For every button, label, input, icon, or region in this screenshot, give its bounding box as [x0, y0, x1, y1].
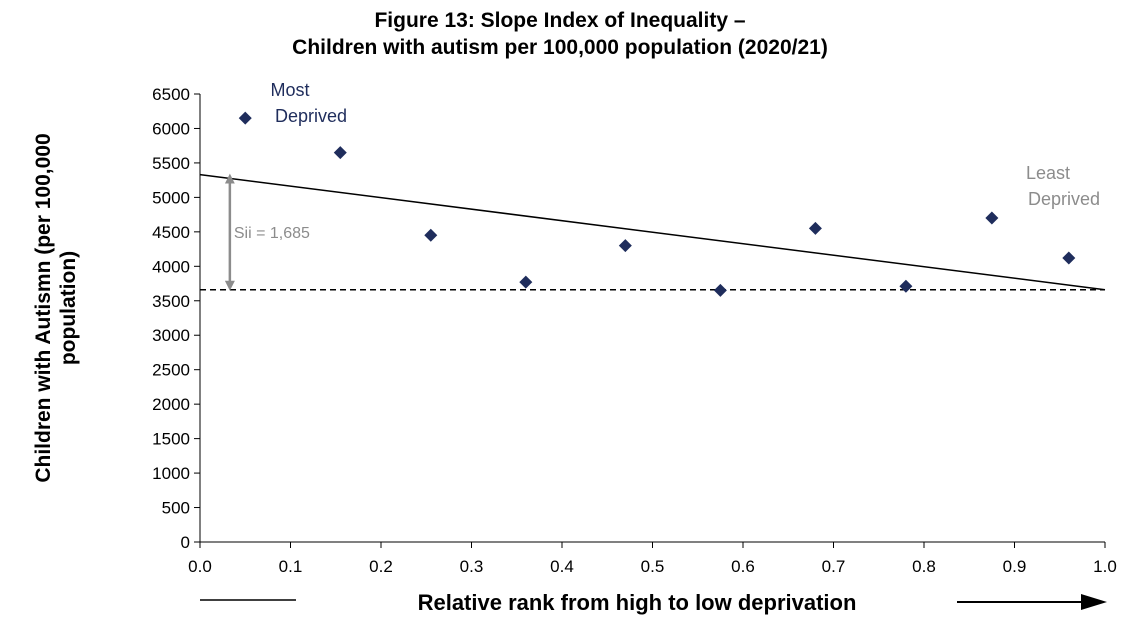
chart-title-line1: Figure 13: Slope Index of Inequality – — [374, 9, 745, 32]
data-point — [618, 239, 632, 253]
x-tick-label: 1.0 — [1093, 557, 1117, 576]
data-point — [985, 211, 999, 225]
x-tick-label: 0.1 — [279, 557, 303, 576]
y-tick-label: 1500 — [152, 430, 190, 449]
data-point — [333, 146, 347, 160]
x-tick-label: 0.0 — [188, 557, 212, 576]
x-tick-label: 0.7 — [822, 557, 846, 576]
y-ticks: 0 500 1000 1500 2000 2500 3000 3500 4000 4500 5000… — [152, 85, 200, 552]
y-tick-label: 2500 — [152, 361, 190, 380]
y-tick-label: 5000 — [152, 188, 190, 207]
chart-title-line2: Children with autism per 100,000 populat… — [292, 36, 828, 59]
y-tick-label: 1000 — [152, 464, 190, 483]
y-tick-label: 4500 — [152, 223, 190, 242]
x-tick-label: 0.8 — [912, 557, 936, 576]
sii-label: Sii = 1,685 — [234, 225, 310, 242]
y-tick-label: 5500 — [152, 154, 190, 173]
data-point — [713, 283, 727, 297]
y-tick-label: 6500 — [152, 85, 190, 104]
data-point — [1062, 251, 1076, 265]
y-tick-label: 3000 — [152, 326, 190, 345]
least-deprived-label-line1: Least — [1026, 163, 1070, 183]
data-point — [424, 228, 438, 242]
data-points — [238, 111, 1076, 297]
data-point — [238, 111, 252, 125]
most-deprived-label-line1: Most — [270, 80, 309, 100]
y-tick-label: 6000 — [152, 119, 190, 138]
x-tick-label: 0.3 — [460, 557, 484, 576]
axes — [199, 94, 1105, 543]
x-tick-label: 0.5 — [641, 557, 665, 576]
data-point — [899, 279, 913, 293]
x-axis-label: Relative rank from high to low deprivati… — [418, 590, 857, 615]
y-axis-label-line1: Children with Autismn (per 100,000 — [32, 133, 55, 482]
x-ticks: 0.0 0.1 0.2 0.3 0.4 0.5 0.6 0.7 0.8 0.9 1.0 — [188, 542, 1117, 576]
most-deprived-label-line2: Deprived — [275, 106, 347, 126]
x-tick-label: 0.2 — [369, 557, 393, 576]
direction-arrow — [957, 594, 1107, 610]
y-axis-label-line2: population) — [57, 251, 80, 365]
y-tick-label: 500 — [162, 499, 190, 518]
data-point — [808, 221, 822, 235]
x-tick-label: 0.4 — [550, 557, 574, 576]
least-deprived-label-line2: Deprived — [1028, 189, 1100, 209]
x-tick-label: 0.6 — [731, 557, 755, 576]
y-tick-label: 0 — [181, 533, 190, 552]
x-tick-label: 0.9 — [1003, 557, 1027, 576]
regression-line — [199, 173, 1106, 291]
y-tick-label: 4000 — [152, 257, 190, 276]
y-tick-label: 2000 — [152, 395, 190, 414]
y-tick-label: 3500 — [152, 292, 190, 311]
data-point — [519, 275, 533, 289]
